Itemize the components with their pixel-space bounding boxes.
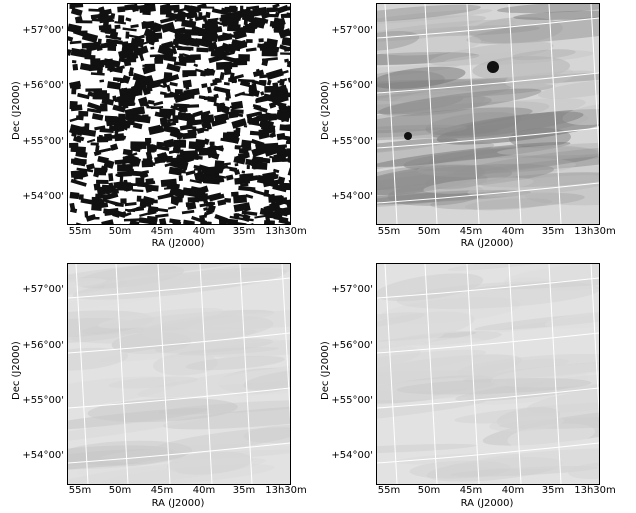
y-tick-label: +55°00' [22,136,64,147]
y-tick-label: +54°00' [22,191,64,202]
x-tick-label: 35m [232,226,256,237]
y-axis-label: Dec (J2000) [11,81,22,140]
y-tick-label: +56°00' [22,80,64,91]
coordinate-grid [377,264,599,484]
x-tick-label: 13h30m [574,226,616,237]
y-axis-label: Dec (J2000) [320,341,331,400]
x-tick-label: 40m [501,485,525,496]
x-tick-label: 40m [192,485,216,496]
radio-source-marker [487,61,499,73]
y-tick-label: +57°00' [22,25,64,36]
x-tick-label: 55m [68,226,92,237]
sky-image [68,264,290,484]
x-tick-label: 13h30m [265,226,307,237]
sky-image [377,4,599,224]
x-tick-label: 40m [192,226,216,237]
y-axis-label: Dec (J2000) [320,81,331,140]
y-tick-label: +55°00' [331,395,373,406]
x-tick-label: 35m [541,226,565,237]
y-tick-label: +54°00' [331,191,373,202]
x-tick-label: 50m [417,226,441,237]
x-tick-label: 50m [108,485,132,496]
image-frame [376,3,600,225]
x-axis-label: RA (J2000) [460,238,514,249]
x-tick-label: 55m [377,226,401,237]
x-axis-label: RA (J2000) [151,498,205,509]
x-axis-label: RA (J2000) [460,498,514,509]
y-tick-label: +57°00' [331,284,373,295]
y-tick-label: +54°00' [331,450,373,461]
x-tick-label: 55m [68,485,92,496]
sky-texture [377,264,599,482]
x-tick-label: 35m [232,485,256,496]
x-tick-label: 13h30m [265,485,307,496]
coordinate-grid [377,4,599,224]
coordinate-grid [68,264,290,484]
x-tick-label: 45m [459,485,483,496]
y-tick-label: +57°00' [331,25,373,36]
image-frame [67,263,291,485]
sky-image [68,4,290,224]
y-tick-label: +57°00' [22,284,64,295]
y-axis-label: Dec (J2000) [11,341,22,400]
image-frame [67,3,291,225]
radio-source-marker [404,132,412,140]
sky-image [377,264,599,484]
sky-texture [68,264,290,484]
image-frame [376,263,600,485]
y-tick-label: +55°00' [22,395,64,406]
y-tick-label: +56°00' [331,340,373,351]
x-tick-label: 35m [541,485,565,496]
x-tick-label: 45m [459,226,483,237]
y-tick-label: +54°00' [22,450,64,461]
y-tick-label: +56°00' [331,80,373,91]
y-tick-label: +56°00' [22,340,64,351]
x-tick-label: 55m [377,485,401,496]
noise-texture [68,4,290,224]
x-axis-label: RA (J2000) [151,238,205,249]
x-tick-label: 13h30m [574,485,616,496]
x-tick-label: 45m [150,485,174,496]
x-tick-label: 50m [417,485,441,496]
y-tick-label: +55°00' [331,136,373,147]
x-tick-label: 40m [501,226,525,237]
x-tick-label: 50m [108,226,132,237]
x-tick-label: 45m [150,226,174,237]
